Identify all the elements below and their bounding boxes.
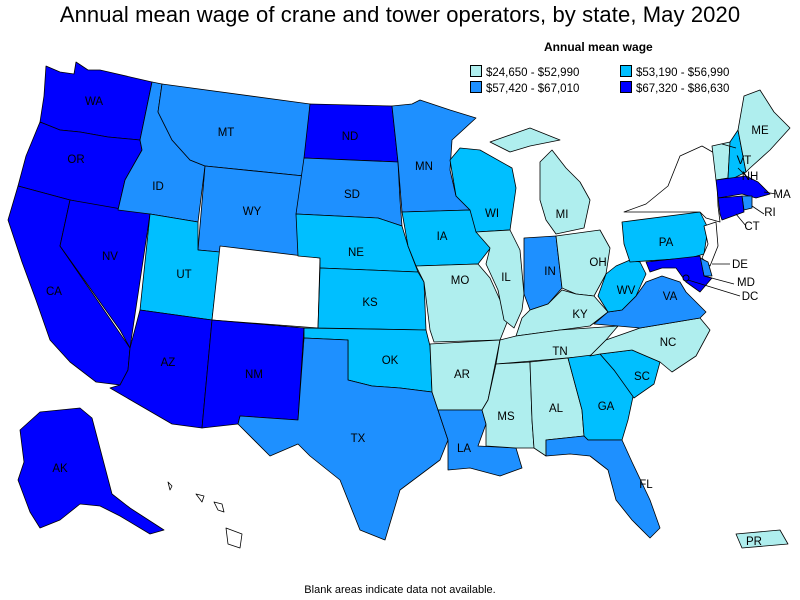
legend-swatch [470, 81, 482, 93]
state-label-OH: OH [589, 257, 606, 269]
state-label-DE: DE [732, 259, 748, 271]
legend-label: $67,320 - $86,630 [636, 83, 730, 95]
leader-lines [687, 143, 777, 297]
state-NY[interactable] [623, 145, 721, 223]
map-title: Annual mean wage of crane and tower oper… [59, 2, 741, 27]
state-label-DC: DC [742, 291, 759, 303]
state-label-SC: SC [634, 371, 650, 383]
state-label-AR: AR [454, 369, 470, 381]
state-NJ[interactable] [701, 221, 719, 267]
state-label-AL: AL [549, 403, 564, 415]
state-AK[interactable] [17, 407, 165, 535]
state-MO[interactable] [415, 263, 509, 343]
legend-swatch [620, 81, 632, 93]
state-label-WV: WV [617, 285, 636, 297]
state-ME[interactable] [737, 89, 791, 173]
state-WV[interactable] [597, 259, 647, 313]
state-label-NH: NH [742, 171, 759, 183]
state-MN[interactable] [391, 99, 477, 213]
state-label-KY: KY [572, 309, 588, 321]
state-FL[interactable] [545, 435, 661, 539]
state-CO[interactable] [211, 245, 321, 329]
state-label-WI: WI [485, 208, 499, 220]
state-label-NC: NC [660, 337, 677, 349]
state-label-VA: VA [663, 291, 678, 303]
state-label-CT: CT [744, 221, 759, 233]
state-label-PA: PA [659, 237, 674, 249]
legend-label: $24,650 - $52,990 [486, 67, 580, 79]
state-label-WY: WY [243, 206, 262, 218]
legend-label: $53,190 - $56,990 [636, 67, 730, 79]
legend-title: Annual mean wage [544, 40, 653, 54]
state-DC[interactable] [682, 274, 690, 282]
state-label-NM: NM [245, 369, 263, 381]
state-label-LA: LA [457, 443, 471, 455]
state-label-MT: MT [218, 127, 235, 139]
legend-swatch [620, 65, 632, 77]
legend-item: $53,190 - $56,990 [620, 65, 729, 80]
state-label-IN: IN [544, 266, 556, 278]
state-NH[interactable] [727, 129, 747, 181]
state-labels: WA OR CA NV ID MT WY UT AZ NM ND SD NE KS OK TX MN IA MO AR… [46, 96, 791, 548]
state-label-RI: RI [764, 207, 776, 219]
state-label-FL: FL [639, 479, 653, 491]
state-WI[interactable] [449, 147, 517, 233]
state-OH[interactable] [555, 229, 611, 297]
state-label-MO: MO [451, 275, 470, 287]
state-label-WA: WA [85, 96, 103, 108]
state-label-ND: ND [342, 131, 359, 143]
state-label-MS: MS [497, 411, 515, 423]
state-HI[interactable] [167, 481, 243, 549]
state-label-OR: OR [67, 154, 84, 166]
state-label-MD: MD [737, 277, 755, 289]
state-label-ID: ID [152, 181, 164, 193]
state-label-GA: GA [598, 401, 615, 413]
state-label-NE: NE [348, 247, 364, 259]
state-label-UT: UT [176, 269, 191, 281]
state-label-TX: TX [351, 433, 366, 445]
footnote: Blank areas indicate data not available. [304, 584, 496, 596]
state-label-OK: OK [382, 355, 399, 367]
state-label-SD: SD [344, 189, 360, 201]
state-label-NV: NV [102, 251, 118, 263]
state-label-PR: PR [746, 536, 762, 548]
state-label-AK: AK [52, 463, 68, 475]
legend-swatch [470, 65, 482, 77]
state-label-AZ: AZ [161, 357, 176, 369]
state-MD[interactable] [645, 255, 713, 293]
state-label-IA: IA [437, 231, 448, 243]
state-label-ME: ME [751, 125, 769, 137]
legend-item: $67,320 - $86,630 [620, 81, 729, 96]
state-label-IL: IL [501, 272, 511, 284]
legend-label: $57,420 - $67,010 [486, 83, 580, 95]
state-label-MN: MN [415, 161, 433, 173]
state-label-VT: VT [737, 155, 752, 167]
state-KS[interactable] [317, 267, 427, 331]
state-label-KS: KS [362, 297, 378, 309]
state-CT[interactable] [717, 195, 745, 221]
legend-item: $57,420 - $67,010 [470, 81, 579, 96]
state-TX[interactable] [237, 337, 449, 541]
state-label-MI: MI [556, 209, 569, 221]
state-PR[interactable] [735, 529, 789, 549]
legend-item: $24,650 - $52,990 [470, 65, 579, 80]
state-IL[interactable] [475, 229, 525, 329]
state-MI[interactable] [489, 127, 591, 235]
state-label-TN: TN [552, 346, 567, 358]
state-label-CA: CA [46, 286, 62, 298]
state-label-MA: MA [773, 189, 791, 201]
